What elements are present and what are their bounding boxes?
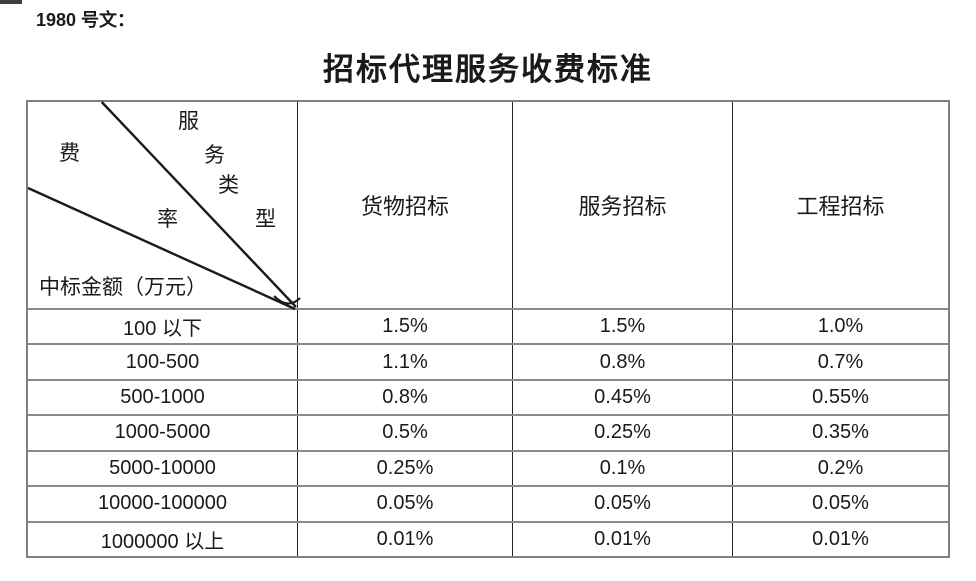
rate-engineering-cell: 0.7% [817, 350, 864, 373]
rate-services-cell: 1.5% [513, 310, 733, 344]
corner-label-service-type-char1: 服 [178, 109, 199, 133]
table-row: 1000000 以上 0.01% 0.01% 0.01% [28, 520, 948, 556]
corner-label-service-type-char2: 务 [204, 143, 225, 167]
table-row: 100 以下 1.5% 1.5% 1.0% [28, 308, 948, 344]
amount-range-cell: 100-500 [28, 345, 298, 379]
amount-range-cell: 500-1000 [28, 380, 298, 415]
rate-services-cell: 0.45% [513, 380, 733, 415]
rate-goods-cell: 0.05% [298, 487, 513, 521]
amount-range-cell: 1000000 以上 [28, 522, 298, 556]
rate-engineering-cell: 0.35% [812, 421, 869, 444]
corner-label-fee-rate-char2: 率 [157, 207, 178, 231]
scan-artifact-strip [0, 0, 22, 4]
amount-range-cell: 5000-10000 [28, 451, 298, 486]
diagonal-divider-lines [27, 101, 301, 311]
rate-services-cell: 0.05% [513, 487, 733, 521]
table-row: 100-500 1.1% 0.8% 0.7% [28, 343, 948, 379]
column-header-services: 服务招标 [513, 102, 733, 308]
rate-engineering-cell: 0.01% [812, 527, 869, 550]
table-header-row: 服 务 类 型 费 率 中标金额（万元） 货物招标 服务招标 工程招标 [27, 101, 948, 311]
corner-header-cell: 服 务 类 型 费 率 中标金额（万元） [27, 101, 301, 311]
table-body: 100 以下 1.5% 1.5% 1.0% 100-500 1.1% 0.8% … [28, 308, 948, 556]
corner-label-service-type-char4: 型 [255, 207, 276, 231]
rate-goods-cell: 1.5% [298, 310, 513, 344]
rate-engineering-cell: 0.2% [817, 456, 864, 479]
rate-engineering-cell: 0.55% [812, 386, 869, 409]
amount-range-cell: 1000-5000 [28, 416, 298, 450]
rate-goods-cell: 1.1% [298, 345, 513, 379]
amount-range-cell: 100 以下 [28, 310, 298, 344]
rate-services-cell: 0.01% [513, 522, 733, 556]
table-row: 10000-100000 0.05% 0.05% 0.05% [28, 485, 948, 521]
column-header-engineering: 工程招标 [796, 194, 885, 219]
corner-label-amount: 中标金额（万元） [39, 275, 207, 299]
rate-services-cell: 0.25% [513, 416, 733, 450]
diagonal-line-lower [27, 186, 296, 311]
rate-goods-cell: 0.01% [298, 522, 513, 556]
corner-label-fee-rate-char1: 费 [59, 141, 80, 165]
amount-range-cell: 10000-100000 [28, 487, 298, 521]
diagonal-line-hook [273, 295, 301, 305]
page-title: 招标代理服务收费标准 [323, 52, 653, 87]
rate-services-cell: 0.8% [513, 345, 733, 379]
rate-goods-cell: 0.5% [298, 416, 513, 450]
table-row: 1000-5000 0.5% 0.25% 0.35% [28, 414, 948, 450]
fee-table: 服 务 类 型 费 率 中标金额（万元） 货物招标 服务招标 工程招标 100 … [26, 100, 950, 558]
rate-goods-cell: 0.8% [298, 380, 513, 415]
rate-engineering-cell: 0.05% [812, 492, 869, 515]
rate-goods-cell: 0.25% [298, 451, 513, 486]
diagonal-line-upper [100, 101, 297, 308]
rate-services-cell: 0.1% [513, 451, 733, 486]
rate-engineering-cell: 1.0% [817, 315, 864, 338]
column-header-goods: 货物招标 [298, 102, 513, 308]
table-row: 5000-10000 0.25% 0.1% 0.2% [28, 449, 948, 486]
table-row: 500-1000 0.8% 0.45% 0.55% [28, 378, 948, 415]
corner-label-service-type-char3: 类 [218, 173, 239, 197]
doc-number-label: 1980 号文： [36, 10, 136, 30]
